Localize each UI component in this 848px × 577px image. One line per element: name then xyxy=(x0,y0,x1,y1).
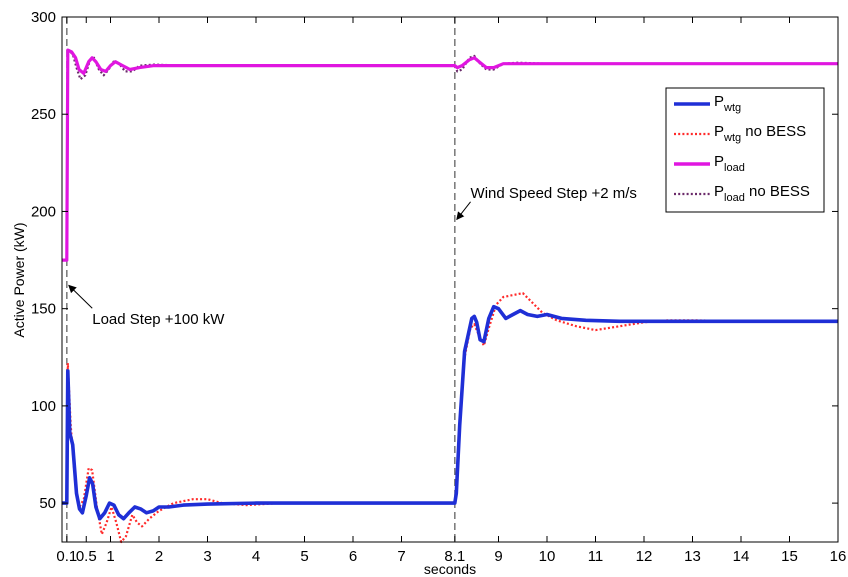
legend-entry-subscript: wtg xyxy=(723,132,741,144)
legend-entry-name: P xyxy=(714,123,724,140)
x-tick-label: 2 xyxy=(155,548,163,565)
series-line-wtg xyxy=(62,304,838,521)
x-tick-label: 3 xyxy=(203,548,211,565)
annotations: Load Step +100 kW Wind Speed Step +2 m/s xyxy=(68,185,637,328)
x-tick-label: 4 xyxy=(252,548,260,565)
series-line-load-no-bess xyxy=(62,49,838,262)
series-layer xyxy=(62,48,838,544)
x-tick-label: 5 xyxy=(300,548,308,565)
y-tick-label: 300 xyxy=(31,9,56,26)
x-tick-label: 8.1 xyxy=(444,548,465,565)
x-tick-label: 10 xyxy=(539,548,556,565)
legend-entry: Pwtg xyxy=(714,93,741,114)
legend-entry-name: P xyxy=(714,153,724,170)
axis-ticks: 0.10.5 1 2 3 4 5 6 7 8.1 9 10 11 12 13 14 15 16501001502… xyxy=(31,9,846,565)
legend-entry-suffix: no BESS xyxy=(741,123,806,140)
legend-entry-subscript: load xyxy=(724,192,745,204)
y-tick-label: 100 xyxy=(31,398,56,415)
x-axis-title: seconds xyxy=(424,561,476,577)
annotation-text: Wind Speed Step +2 m/s xyxy=(471,185,637,202)
x-tick-label: 1 xyxy=(106,548,114,565)
y-tick-label: 50 xyxy=(39,495,56,512)
y-axis-title: Active Power (kW) xyxy=(11,222,27,337)
x-tick-label: 15 xyxy=(781,548,798,565)
legend-entry: Pload no BESS xyxy=(714,183,810,204)
x-tick-label: 14 xyxy=(733,548,750,565)
legend-entry-subscript: wtg xyxy=(723,102,741,114)
legend-entry-name: P xyxy=(714,93,724,110)
legend-entry: Pload xyxy=(714,153,745,174)
x-tick-label: 16 xyxy=(830,548,847,565)
annotation-text: Load Step +100 kW xyxy=(92,311,225,328)
x-tick-label: 12 xyxy=(636,548,653,565)
y-tick-label: 250 xyxy=(31,106,56,123)
legend-entry: Pwtg no BESS xyxy=(714,123,806,144)
legend-entry-subscript: load xyxy=(724,162,745,174)
x-tick-label: 6 xyxy=(349,548,357,565)
x-tick-label: 7 xyxy=(397,548,405,565)
legend-box xyxy=(665,87,825,213)
plot-frame xyxy=(61,16,839,543)
annotation-arrow xyxy=(456,201,471,221)
x-tick-label: 9 xyxy=(494,548,502,565)
x-tick-label: 11 xyxy=(588,548,604,565)
legend-entry-name: P xyxy=(714,183,724,200)
series-line-load xyxy=(62,48,838,262)
x-tick-label: 0.1 xyxy=(56,548,77,565)
y-tick-label: 200 xyxy=(31,203,56,220)
annotation-arrow xyxy=(68,284,93,309)
x-tick-label: 0.5 xyxy=(76,548,97,565)
legend-entry-suffix: no BESS xyxy=(745,183,810,200)
x-tick-label: 13 xyxy=(684,548,701,565)
y-tick-label: 150 xyxy=(31,301,56,318)
